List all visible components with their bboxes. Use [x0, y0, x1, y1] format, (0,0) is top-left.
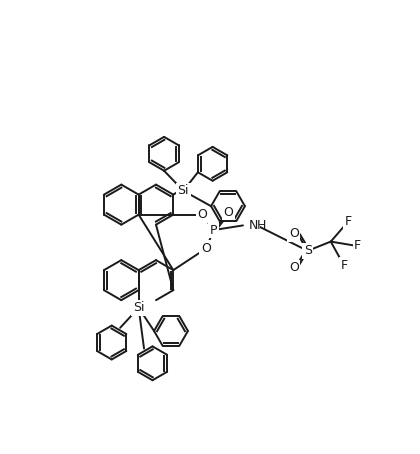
- Text: Si: Si: [133, 301, 144, 314]
- Text: O: O: [289, 227, 299, 240]
- Text: Si: Si: [178, 184, 189, 197]
- Text: N: N: [249, 219, 258, 232]
- Text: F: F: [354, 239, 361, 252]
- Text: P: P: [210, 223, 218, 237]
- Text: O: O: [197, 208, 207, 221]
- Text: O: O: [201, 242, 211, 255]
- Text: F: F: [345, 215, 352, 228]
- Text: O: O: [289, 261, 299, 274]
- Text: O: O: [223, 206, 233, 219]
- Text: S: S: [304, 244, 312, 257]
- Text: F: F: [341, 259, 348, 272]
- Text: H: H: [257, 219, 266, 232]
